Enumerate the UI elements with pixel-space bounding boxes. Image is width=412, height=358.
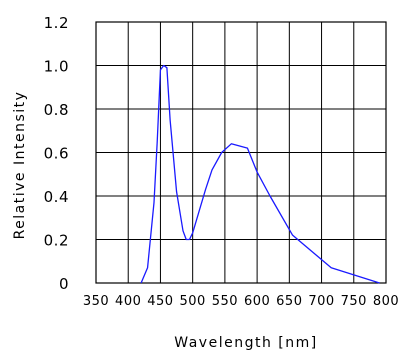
y-tick-label: 0.6 <box>44 145 69 163</box>
x-tick-label: 800 <box>373 294 399 309</box>
x-tick-label: 550 <box>212 294 238 309</box>
series-group <box>140 64 380 284</box>
x-tick-label: 400 <box>115 294 141 309</box>
y-tick-label: 0.4 <box>44 188 69 206</box>
y-tick-label: 0 <box>59 275 69 293</box>
grid <box>96 22 386 283</box>
series-line <box>140 64 380 284</box>
x-tick-label: 650 <box>276 294 302 309</box>
x-tick-label: 500 <box>180 294 206 309</box>
y-axis-ticks: 0 0.2 0.4 0.6 0.8 1.0 1.2 <box>44 14 69 293</box>
y-tick-label: 0.8 <box>44 101 69 119</box>
y-tick-label: 1.2 <box>44 14 69 32</box>
y-axis-label: Relative Intensity <box>12 91 28 240</box>
x-tick-label: 350 <box>83 294 109 309</box>
x-tick-label: 700 <box>308 294 334 309</box>
x-tick-label: 750 <box>341 294 367 309</box>
x-axis-ticks: 350 400 450 500 550 600 650 700 750 800 <box>83 294 399 309</box>
y-tick-label: 0.2 <box>44 232 69 250</box>
plot-border <box>95 21 387 284</box>
x-axis-label: Wavelength [nm] <box>174 335 317 351</box>
x-tick-label: 450 <box>147 294 173 309</box>
plot-frame <box>95 21 387 284</box>
y-tick-label: 1.0 <box>44 58 69 76</box>
x-tick-label: 600 <box>244 294 270 309</box>
